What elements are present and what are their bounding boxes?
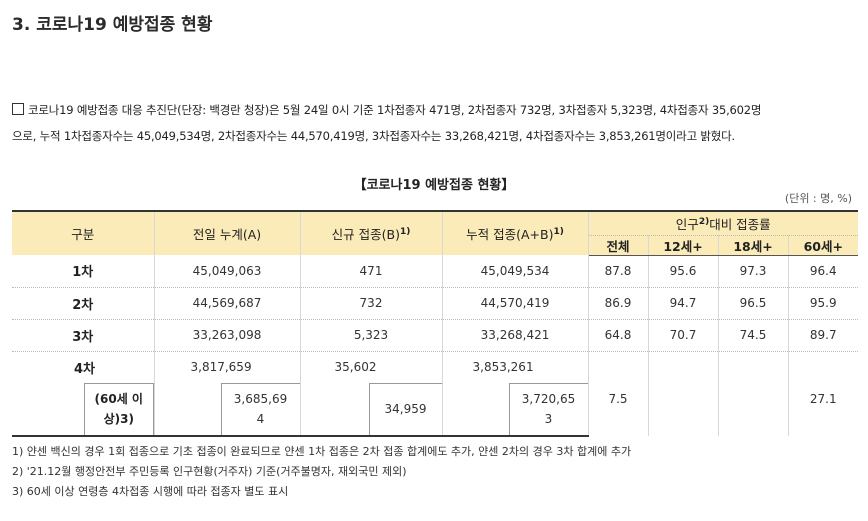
sub-label-line-1: (60세 이 (94, 392, 143, 406)
cell-age60: 95.9 (788, 287, 858, 320)
header-new-label: 신규 접종(B) (331, 227, 400, 242)
cell-age18: 74.5 (718, 319, 789, 352)
cell-all: 64.8 (588, 319, 649, 352)
sub-new: 34,959 (368, 382, 442, 435)
cell-age12 (648, 351, 719, 436)
sub-prev: 3,685,69 4 (220, 382, 300, 435)
cell-age12: 94.7 (648, 287, 719, 320)
table-row: 4차 3,817,659 35,602 3,853,261 7.5 27.1 (12, 351, 858, 436)
header-all: 전체 (588, 235, 649, 256)
sub-cum: 3,720,65 3 (508, 382, 588, 435)
header-new: 신규 접종(B)1) (300, 210, 443, 255)
unit-label: (단위 : 명, %) (784, 192, 852, 205)
table-row-sub: (60세 이 상)3) 3,685,69 4 34,959 (12, 382, 858, 437)
table-title: 【코로나19 예방접종 현황】 (353, 178, 515, 193)
header-cum-label: 누적 접종(A+B) (466, 227, 554, 242)
section-heading: 3. 코로나19 예방접종 현황 (12, 15, 213, 35)
sub-label-line-2: 상) (103, 412, 121, 426)
cell-age60: 27.1 (809, 391, 837, 406)
sub-new-cell: 34,959 (300, 382, 443, 437)
header-cum: 누적 접종(A+B)1) (442, 210, 589, 255)
sub-prev-line-2: 4 (256, 412, 265, 426)
row-label: 2차 (12, 287, 155, 320)
sub-label-footnote: 3) (120, 412, 134, 426)
cell-age60: 96.4 (788, 255, 858, 288)
cell-new: 471 (300, 255, 443, 288)
cell-prev: 44,569,687 (154, 287, 301, 320)
header-rate-pre: 인구 (675, 216, 699, 232)
cell-age60: 89.7 (788, 319, 858, 352)
table-row: 3차 33,263,098 5,323 33,268,421 64.8 70.7… (12, 319, 858, 352)
table-row: 1차 45,049,063 471 45,049,534 87.8 95.6 9… (12, 255, 858, 288)
sub-label: (60세 이 상)3) (84, 382, 154, 435)
checkbox-square-icon (12, 103, 24, 115)
sub-cum-cell: 3,720,65 3 (442, 382, 589, 437)
cell-age18 (718, 351, 789, 436)
sub-prev-cell: 3,685,69 4 (154, 382, 301, 437)
cell-prev: 45,049,063 (154, 255, 301, 288)
cell-new: 35,602 (300, 351, 443, 383)
cell-cum: 45,049,534 (442, 255, 589, 288)
row-label: 1차 (12, 255, 155, 288)
footnote-2: 2) '21.12월 행정안전부 주민등록 인구현황(거주자) 기준(거주불명자… (12, 465, 407, 478)
header-age60: 60세+ (788, 235, 858, 256)
footnotes: 1) 얀센 백신의 경우 1회 접종으로 기초 접종이 완료되므로 얀센 1차 … (12, 442, 631, 502)
cell-all: 87.8 (588, 255, 649, 288)
footnote-1: 1) 얀센 백신의 경우 1회 접종으로 기초 접종이 완료되므로 얀센 1차 … (12, 445, 632, 458)
cell-age18: 96.5 (718, 287, 789, 320)
row-label: 3차 (12, 319, 155, 352)
sub-cum-line-1: 3,720,65 (521, 392, 576, 406)
cell-age12: 95.6 (648, 255, 719, 288)
header-cum-footnote: 1) (553, 226, 564, 237)
cell-prev: 3,817,659 (154, 351, 301, 383)
paragraph-line-1: 코로나19 예방접종 대응 추진단(단장: 백경란 청장)은 5월 24일 0시… (28, 103, 762, 117)
sub-label-cell: (60세 이 상)3) (12, 382, 155, 437)
paragraph-line-2: 으로, 누적 1차접종자수는 45,049,534명, 2차접종자수는 44,5… (12, 129, 735, 143)
footnote-3: 3) 60세 이상 연령층 4차접종 시행에 따라 접종자 별도 표시 (12, 485, 289, 498)
cell-new: 5,323 (300, 319, 443, 352)
cell-all: 86.9 (588, 287, 649, 320)
summary-paragraph: 코로나19 예방접종 대응 추진단(단장: 백경란 청장)은 5월 24일 0시… (12, 97, 858, 149)
cell-cum: 33,268,421 (442, 319, 589, 352)
header-category: 구분 (12, 210, 155, 255)
header-prev-cum: 전일 누계(A) (154, 210, 301, 255)
row-label: 4차 (12, 351, 155, 383)
vaccination-table: 구분 전일 누계(A) 신규 접종(B)1) 누적 접종(A+B)1) 인구2)… (12, 210, 858, 437)
cell-age12: 70.7 (648, 319, 719, 352)
header-age18: 18세+ (718, 235, 789, 256)
table-row: 2차 44,569,687 732 44,570,419 86.9 94.7 9… (12, 287, 858, 320)
header-age12: 12세+ (648, 235, 719, 256)
cell-all: 7.5 (588, 351, 649, 436)
header-rate: 인구2)대비 접종률 (588, 210, 858, 236)
cell-prev: 33,263,098 (154, 319, 301, 352)
header-rate-post: 대비 접종률 (709, 216, 771, 232)
header-rate-footnote: 2) (698, 216, 710, 227)
cell-new: 732 (300, 287, 443, 320)
cell-age18: 97.3 (718, 255, 789, 288)
sub-prev-line-1: 3,685,69 (233, 392, 288, 406)
cell-cum: 3,853,261 (442, 351, 589, 383)
header-new-footnote: 1) (399, 226, 411, 237)
cell-cum: 44,570,419 (442, 287, 589, 320)
sub-cum-line-2: 3 (544, 412, 553, 426)
